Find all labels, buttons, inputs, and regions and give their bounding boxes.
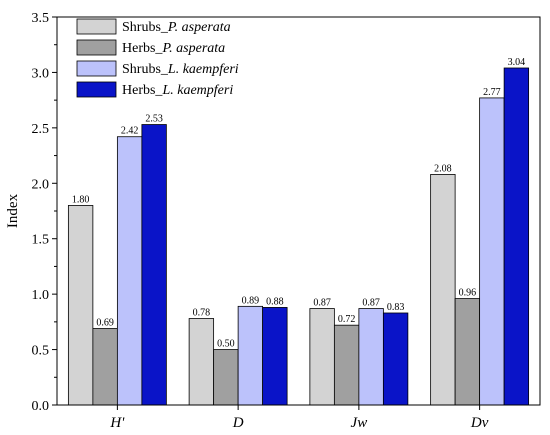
bar: [213, 349, 239, 406]
legend-label-prefix: Shrubs_: [122, 20, 169, 35]
legend-label-prefix: Shrubs_: [122, 62, 169, 77]
bar-value-label: 1.80: [72, 194, 90, 205]
y-tick-label: 0.5: [32, 344, 50, 359]
bar-value-label: 2.77: [483, 87, 501, 98]
x-tick-label: Jw: [351, 415, 368, 431]
legend-label: Shrubs_L. kaempferi: [122, 62, 239, 77]
legend-label-prefix: Herbs_: [122, 83, 163, 98]
bar: [262, 307, 288, 406]
legend-swatch: [76, 39, 117, 56]
bars-layer: [67, 67, 530, 406]
x-tick-label: D: [232, 415, 244, 431]
legend-label: Shrubs_P. asperata: [122, 20, 231, 35]
bar: [479, 97, 505, 406]
legend-label-prefix: Herbs_: [122, 41, 163, 56]
legend-swatch: [76, 81, 117, 98]
bar: [333, 324, 360, 406]
bar-value-label: 2.08: [434, 163, 452, 174]
bar-value-label: 0.78: [193, 308, 211, 319]
legend-swatch: [76, 18, 117, 35]
bar: [309, 308, 335, 406]
bar: [454, 298, 481, 406]
y-tick-label: 1.5: [32, 233, 50, 248]
value-labels-layer: 1.80 0.69 2.42 2.53 0.78 0.50 0.89 0.88 0.87 0.72…: [72, 57, 525, 350]
bar-value-label: 0.88: [266, 296, 284, 307]
legend-label-species: L. kaempferi: [167, 62, 239, 77]
x-tick-label: H': [109, 415, 125, 431]
legend-label-species: P. asperata: [161, 41, 225, 56]
bar-value-label: 0.69: [96, 318, 114, 329]
bar: [237, 305, 264, 406]
y-tick-label: 3.0: [32, 66, 50, 81]
legend-label-species: L. kaempferi: [161, 83, 233, 98]
bar-value-label: 0.72: [338, 314, 356, 325]
y-tick-label: 2.5: [32, 122, 50, 137]
x-axis: H' D Jw Dv: [109, 405, 489, 431]
bar: [503, 67, 530, 406]
bar: [67, 205, 94, 406]
bar: [382, 312, 409, 406]
bar: [188, 318, 215, 406]
y-tick-label: 1.0: [32, 288, 50, 303]
bar-value-label: 0.87: [362, 298, 380, 309]
bar-value-label: 0.83: [387, 302, 405, 313]
bar-value-label: 0.87: [313, 298, 331, 309]
bar-value-label: 2.53: [145, 114, 163, 125]
bar: [116, 136, 143, 406]
bar: [358, 308, 384, 406]
y-tick-label: 0.0: [32, 399, 50, 414]
legend-label: Herbs_P. asperata: [122, 41, 225, 56]
bar: [430, 174, 456, 406]
bar: [92, 328, 118, 406]
bar-value-label: 2.42: [121, 126, 139, 137]
y-tick-label: 2.0: [32, 177, 50, 192]
bar-value-label: 3.04: [508, 57, 526, 68]
x-tick-label: Dv: [470, 415, 489, 431]
legend-label: Herbs_L. kaempferi: [122, 83, 233, 98]
bar: [141, 124, 167, 406]
bar-value-label: 0.50: [217, 339, 235, 350]
y-axis-title: Index: [5, 193, 21, 228]
bar-value-label: 0.96: [459, 288, 477, 299]
y-tick-label: 3.5: [32, 11, 50, 26]
legend-label-species: P. asperata: [167, 20, 231, 35]
bar-value-label: 0.89: [242, 295, 260, 306]
y-axis: 0.0 0.5 1.0 1.5 2.0 2.5 3.0 3.5: [32, 11, 57, 414]
legend-swatch: [76, 60, 117, 77]
